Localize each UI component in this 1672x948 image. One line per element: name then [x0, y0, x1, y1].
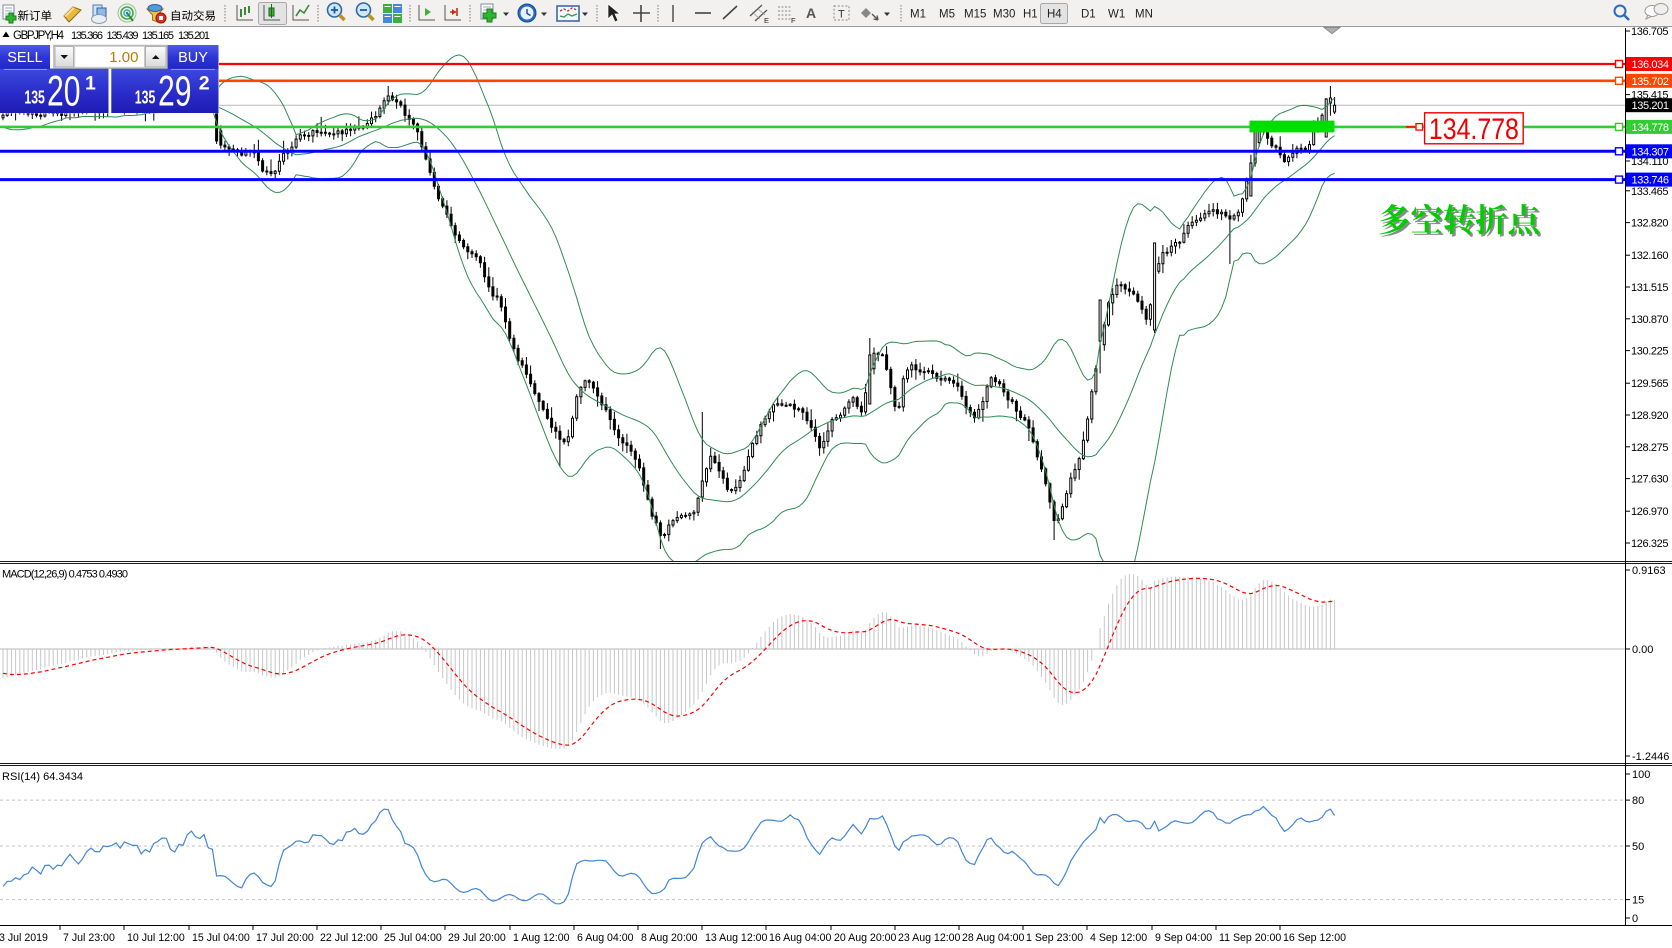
svg-text:20: 20	[47, 69, 81, 116]
svg-text:132.820: 132.820	[1631, 218, 1669, 230]
svg-text:15: 15	[1632, 895, 1644, 907]
svg-text:9 Sep 04:00: 9 Sep 04:00	[1155, 932, 1212, 944]
svg-text:133.465: 133.465	[1631, 186, 1669, 198]
svg-text:GBPJPY,H4: GBPJPY,H4	[13, 30, 65, 42]
svg-text:135.415: 135.415	[1631, 90, 1669, 102]
svg-text:16 Aug 04:00: 16 Aug 04:00	[769, 932, 832, 944]
svg-text:135.201: 135.201	[178, 30, 210, 42]
svg-text:17 Jul 20:00: 17 Jul 20:00	[256, 932, 314, 944]
svg-text:0.9163: 0.9163	[1632, 565, 1666, 577]
svg-text:23 Aug 12:00: 23 Aug 12:00	[898, 932, 961, 944]
svg-text:-1.2446: -1.2446	[1632, 751, 1669, 763]
svg-text:22 Jul 12:00: 22 Jul 12:00	[320, 932, 378, 944]
svg-text:28 Aug 04:00: 28 Aug 04:00	[962, 932, 1025, 944]
svg-text:20 Aug 20:00: 20 Aug 20:00	[834, 932, 897, 944]
svg-text:M30: M30	[993, 9, 1015, 21]
svg-text:126.325: 126.325	[1631, 538, 1669, 550]
svg-text:15 Jul 04:00: 15 Jul 04:00	[192, 932, 250, 944]
svg-text:1 Aug 12:00: 1 Aug 12:00	[513, 932, 570, 944]
svg-text:RSI(14) 64.3434: RSI(14) 64.3434	[2, 771, 83, 783]
svg-text:130.870: 130.870	[1631, 314, 1669, 326]
svg-text:0.00: 0.00	[1632, 644, 1653, 656]
svg-text:136.034: 136.034	[1632, 59, 1670, 71]
svg-text:2: 2	[199, 73, 210, 95]
svg-text:M5: M5	[939, 9, 955, 21]
svg-text:1: 1	[85, 73, 96, 95]
svg-text:BUY: BUY	[178, 50, 208, 66]
svg-text:132.160: 132.160	[1631, 250, 1669, 262]
svg-text:80: 80	[1632, 795, 1644, 807]
svg-text:8 Aug 20:00: 8 Aug 20:00	[641, 932, 698, 944]
svg-text:E: E	[764, 16, 769, 25]
svg-text:13 Aug 12:00: 13 Aug 12:00	[705, 932, 768, 944]
svg-text:D1: D1	[1081, 9, 1096, 21]
svg-text:128.920: 128.920	[1631, 410, 1669, 422]
svg-text:F: F	[791, 16, 796, 25]
svg-text:135: 135	[135, 88, 156, 108]
svg-text:126.970: 126.970	[1631, 506, 1669, 518]
svg-text:H1: H1	[1023, 9, 1038, 21]
svg-text:H4: H4	[1047, 9, 1062, 21]
svg-text:134.778: 134.778	[1632, 122, 1670, 134]
svg-text:135.165: 135.165	[142, 30, 174, 42]
svg-text:0: 0	[1632, 913, 1638, 925]
svg-text:100: 100	[1632, 769, 1650, 781]
svg-text:134.778: 134.778	[1429, 113, 1519, 146]
svg-text:134.307: 134.307	[1632, 146, 1670, 158]
svg-text:133.746: 133.746	[1632, 175, 1670, 187]
svg-text:136.705: 136.705	[1631, 26, 1669, 38]
svg-text:127.630: 127.630	[1631, 474, 1669, 486]
svg-text:29: 29	[158, 69, 192, 116]
svg-text:135.366: 135.366	[71, 30, 103, 42]
svg-text:A: A	[806, 5, 816, 21]
svg-text:T: T	[838, 9, 845, 21]
svg-text:16 Sep 12:00: 16 Sep 12:00	[1283, 932, 1346, 944]
svg-text:7 Jul 23:00: 7 Jul 23:00	[63, 932, 115, 944]
svg-text:129.565: 129.565	[1631, 378, 1669, 390]
svg-text:134.110: 134.110	[1631, 156, 1669, 168]
svg-text:10 Jul 12:00: 10 Jul 12:00	[127, 932, 185, 944]
svg-text:50: 50	[1632, 841, 1644, 853]
svg-text:6 Aug 04:00: 6 Aug 04:00	[577, 932, 634, 944]
svg-text:M1: M1	[910, 9, 926, 21]
svg-text:M15: M15	[964, 9, 986, 21]
svg-text:131.515: 131.515	[1631, 282, 1669, 294]
svg-text:11 Sep 20:00: 11 Sep 20:00	[1219, 932, 1281, 944]
svg-text:135.702: 135.702	[1632, 76, 1670, 88]
svg-text:SELL: SELL	[7, 50, 42, 66]
svg-text:130.225: 130.225	[1631, 346, 1669, 358]
svg-text:4 Sep 12:00: 4 Sep 12:00	[1090, 932, 1147, 944]
svg-text:135.439: 135.439	[107, 30, 139, 42]
svg-text:25 Jul 04:00: 25 Jul 04:00	[384, 932, 442, 944]
svg-text:W1: W1	[1108, 9, 1125, 21]
svg-text:135: 135	[24, 88, 45, 108]
svg-text:1 Sep 23:00: 1 Sep 23:00	[1026, 932, 1083, 944]
svg-text:1.00: 1.00	[109, 49, 138, 66]
svg-text:MN: MN	[1135, 9, 1153, 21]
svg-text:29 Jul 20:00: 29 Jul 20:00	[448, 932, 506, 944]
svg-text:135.201: 135.201	[1632, 100, 1670, 112]
svg-text:128.275: 128.275	[1631, 442, 1669, 454]
svg-text:MACD(12,26,9) 0.4753 0.4930: MACD(12,26,9) 0.4753 0.4930	[2, 569, 128, 581]
svg-text:3 Jul 2019: 3 Jul 2019	[0, 932, 48, 944]
